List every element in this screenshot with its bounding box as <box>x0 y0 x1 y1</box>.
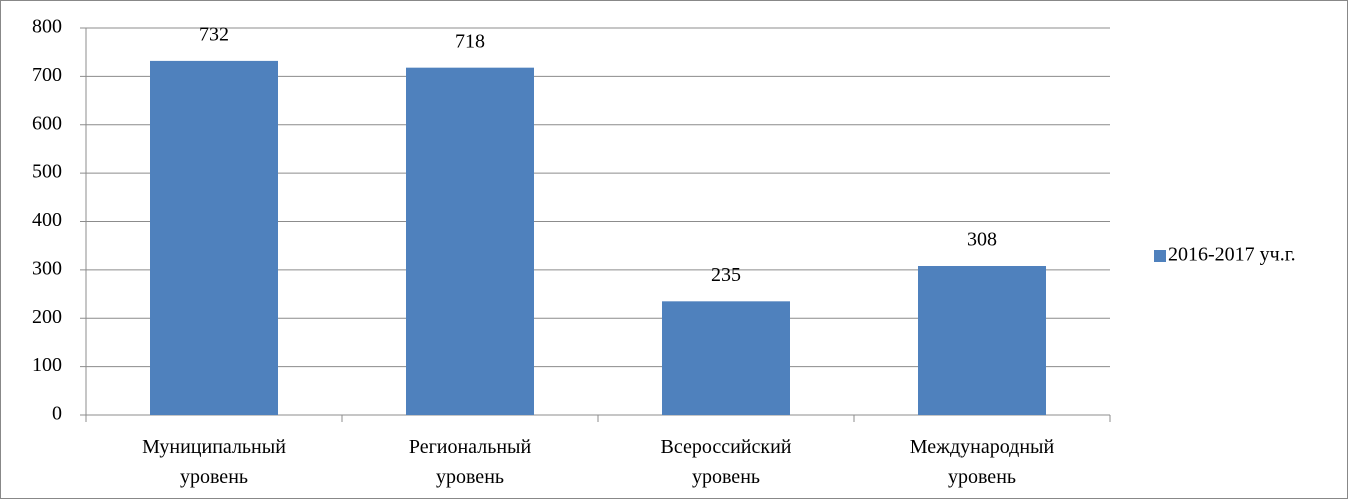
bar <box>662 301 790 415</box>
legend-swatch <box>1154 250 1166 262</box>
y-tick-label: 0 <box>52 403 62 425</box>
y-tick-label: 300 <box>32 257 62 279</box>
x-tick-label: Муниципальный уровень <box>142 436 286 488</box>
legend-label: 2016-2017 уч.г. <box>1168 244 1296 266</box>
x-tick-label: Региональный уровень <box>409 436 532 488</box>
bar <box>150 60 278 416</box>
x-tick-label: Всероссийский уровень <box>661 436 792 488</box>
bar <box>406 67 534 415</box>
value-label: 718 <box>455 30 485 52</box>
x-tick-label: Международный уровень <box>910 436 1055 488</box>
value-label: 308 <box>967 229 997 251</box>
y-tick-label: 600 <box>32 112 62 134</box>
y-tick-label: 700 <box>32 64 62 86</box>
bar <box>918 266 1046 415</box>
y-tick-label: 500 <box>32 161 62 183</box>
y-tick-label: 100 <box>32 354 62 376</box>
y-tick-label: 400 <box>32 209 62 231</box>
y-tick-label: 200 <box>32 306 62 328</box>
y-tick-label: 800 <box>32 16 62 38</box>
value-label: 732 <box>199 23 229 45</box>
value-label: 235 <box>711 264 741 286</box>
